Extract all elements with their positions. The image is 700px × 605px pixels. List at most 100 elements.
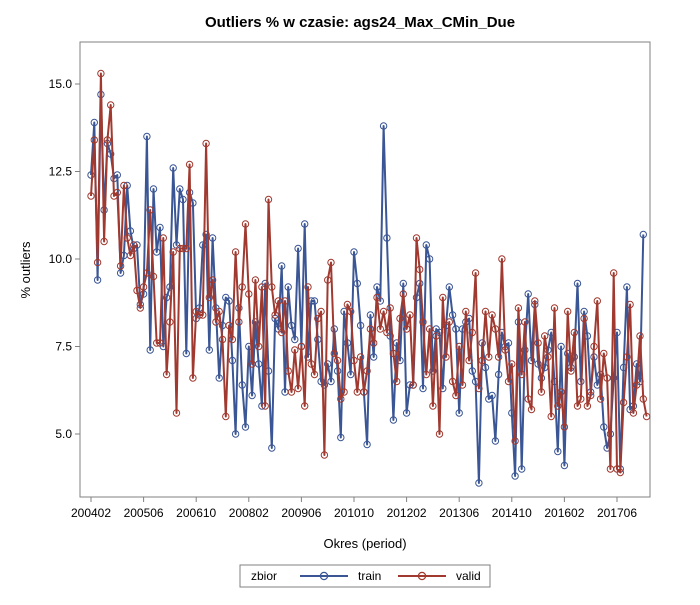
data-point-train [347, 370, 355, 379]
data-point-valid [103, 136, 112, 144]
data-point-valid [610, 269, 618, 277]
x-tick-label: 201306 [439, 506, 479, 520]
data-point-train [153, 248, 161, 256]
data-point-valid [514, 304, 523, 312]
data-point-train [518, 465, 526, 473]
data-point-valid [389, 349, 398, 358]
data-point-valid [623, 353, 631, 361]
data-point-valid [550, 304, 559, 312]
data-point-valid [284, 367, 292, 375]
data-point-valid [416, 265, 424, 274]
data-point-valid [143, 269, 151, 277]
data-point-train [208, 234, 217, 242]
data-point-train [383, 234, 391, 242]
x-tick-label: 201706 [597, 506, 637, 520]
data-point-valid [185, 160, 194, 169]
data-point-valid [541, 332, 549, 340]
data-point-valid [629, 409, 638, 417]
data-point-valid [425, 325, 434, 333]
data-point-train [327, 377, 335, 386]
data-point-valid [580, 314, 588, 323]
data-point-valid [343, 300, 352, 309]
data-point-valid [139, 283, 148, 291]
data-point-valid [123, 234, 131, 242]
data-point-train [199, 241, 207, 249]
data-point-valid [452, 391, 460, 400]
data-point-train [379, 122, 388, 130]
data-point-valid [537, 388, 546, 396]
data-point-valid [324, 276, 332, 284]
data-point-valid [222, 412, 230, 421]
data-point-valid [481, 307, 490, 316]
data-point-valid [301, 402, 309, 410]
data-point-train [534, 360, 542, 368]
data-point-valid [508, 360, 516, 368]
data-point-valid [577, 395, 585, 403]
data-point-train [422, 241, 430, 249]
data-point-valid [172, 409, 181, 417]
data-point-valid [271, 311, 279, 319]
data-point-valid [156, 339, 164, 347]
data-point-valid [116, 262, 125, 270]
data-point-train [353, 279, 361, 288]
data-point-train [639, 230, 647, 239]
data-point-valid [126, 251, 135, 260]
data-point-valid [162, 370, 171, 379]
data-point-valid [554, 402, 562, 410]
data-point-valid [169, 248, 177, 256]
data-point-valid [544, 353, 552, 361]
data-point-valid [412, 234, 421, 242]
data-point-train [116, 269, 125, 277]
legend: zbior train valid [239, 564, 491, 588]
y-tick-label: 7.5 [55, 340, 72, 354]
data-point-train [600, 423, 608, 431]
data-point-valid [583, 402, 592, 410]
data-point-train [90, 118, 99, 127]
data-point-valid [310, 370, 319, 379]
data-point-valid [231, 248, 240, 256]
data-point-valid [448, 377, 457, 386]
data-point-train [373, 283, 381, 291]
data-point-valid [347, 307, 355, 316]
data-point-valid [471, 269, 480, 277]
data-point-valid [564, 307, 572, 316]
data-point-valid [616, 468, 624, 477]
data-point-valid [218, 335, 227, 344]
legend-title: zbior [251, 569, 277, 583]
data-point-valid [320, 451, 329, 459]
data-point-valid [182, 244, 191, 253]
data-point-train [402, 409, 411, 417]
data-point-valid [291, 346, 299, 354]
y-tick-label: 5.0 [55, 427, 72, 441]
data-point-valid [435, 430, 444, 438]
data-point-train [231, 430, 240, 438]
data-point-valid [639, 395, 647, 403]
x-tick-label: 200802 [229, 506, 269, 520]
data-point-valid [468, 328, 476, 337]
data-point-valid [195, 311, 204, 319]
data-point-valid [557, 388, 565, 396]
data-point-train [287, 321, 296, 330]
data-point-train [228, 356, 237, 365]
data-point-valid [600, 349, 608, 358]
data-point-valid [356, 353, 365, 361]
data-point-valid [419, 318, 427, 326]
data-point-valid [97, 69, 105, 78]
data-point-train [557, 342, 565, 351]
data-point-valid [307, 360, 315, 368]
data-point-valid [422, 370, 430, 379]
data-point-valid [370, 339, 378, 347]
data-point-train [527, 356, 536, 365]
legend-train-label: train [358, 569, 381, 583]
data-point-valid [264, 195, 273, 204]
data-point-valid [202, 139, 210, 148]
data-point-valid [363, 367, 371, 375]
data-point-valid [504, 377, 513, 386]
data-point-valid [458, 381, 467, 389]
data-point-train [215, 374, 223, 382]
data-point-valid [248, 360, 256, 368]
data-point-valid [93, 258, 102, 267]
data-point-valid [501, 346, 509, 354]
